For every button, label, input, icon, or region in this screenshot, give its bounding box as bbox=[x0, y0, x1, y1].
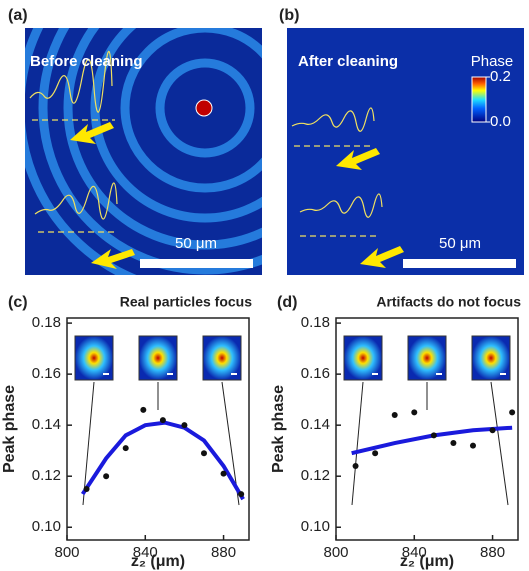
panel-label: (b) bbox=[279, 7, 299, 24]
thumbnail bbox=[202, 335, 242, 381]
y-tick-label: 0.18 bbox=[301, 314, 330, 331]
x-tick-label: 840 bbox=[133, 544, 158, 561]
y-tick-label: 0.16 bbox=[32, 365, 61, 382]
point bbox=[220, 470, 227, 477]
point bbox=[469, 442, 476, 449]
thumbnail-scale bbox=[500, 373, 506, 375]
chart-title: Real particles focus bbox=[120, 294, 252, 310]
panel-label: (c) bbox=[8, 294, 28, 311]
thumbnail-scale bbox=[167, 373, 173, 375]
thumbnail bbox=[343, 335, 383, 381]
plot-frame bbox=[335, 317, 519, 541]
image-b bbox=[287, 28, 524, 275]
scale-bar bbox=[140, 259, 253, 268]
colorbar-tick-label: 0.0 bbox=[490, 113, 511, 130]
y-tick-label: 0.14 bbox=[32, 416, 61, 433]
y-tick-label: 0.16 bbox=[301, 365, 330, 382]
colorbar-tick-label: 0.2 bbox=[490, 68, 511, 85]
chart-title: Artifacts do not focus bbox=[376, 294, 521, 310]
y-tick-label: 0.10 bbox=[301, 518, 330, 535]
pointer bbox=[82, 381, 95, 506]
thumbnail bbox=[138, 335, 178, 381]
y-tick-label: 0.14 bbox=[301, 416, 330, 433]
scale-label: 50 μm bbox=[175, 235, 217, 252]
point bbox=[489, 427, 496, 434]
plot-frame bbox=[66, 317, 250, 541]
thumbnail bbox=[74, 335, 114, 381]
particle bbox=[195, 99, 213, 117]
thumbnail-scale bbox=[372, 373, 378, 375]
colorbar-title: Phase bbox=[471, 53, 514, 70]
pointer bbox=[490, 381, 509, 506]
point bbox=[238, 491, 245, 498]
point bbox=[103, 473, 110, 480]
fit-line bbox=[351, 425, 513, 456]
thumbnail-scale bbox=[436, 373, 442, 375]
thumbnail bbox=[471, 335, 511, 381]
panel-label: (d) bbox=[277, 294, 297, 311]
thumbnail bbox=[407, 335, 447, 381]
point bbox=[509, 409, 516, 416]
thumbnail-scale bbox=[231, 373, 237, 375]
point bbox=[391, 411, 398, 418]
x-axis-label: z₂ (μm) bbox=[400, 553, 454, 570]
point bbox=[200, 450, 207, 457]
x-tick-label: 800 bbox=[323, 544, 348, 561]
x-tick-label: 800 bbox=[54, 544, 79, 561]
fringes bbox=[25, 28, 262, 275]
point bbox=[411, 409, 418, 416]
y-tick-label: 0.10 bbox=[32, 518, 61, 535]
x-tick-label: 880 bbox=[480, 544, 505, 561]
point bbox=[450, 440, 457, 447]
colorbar bbox=[471, 76, 487, 123]
fit-line bbox=[80, 420, 245, 501]
pointer bbox=[351, 381, 364, 506]
image-title: After cleaning bbox=[298, 53, 398, 70]
point bbox=[372, 450, 379, 457]
image-title: Before cleaning bbox=[30, 53, 143, 70]
x-tick-label: 880 bbox=[211, 544, 236, 561]
scale-bar bbox=[403, 259, 516, 268]
point bbox=[83, 485, 90, 492]
point bbox=[430, 432, 437, 439]
x-tick-label: 840 bbox=[402, 544, 427, 561]
point bbox=[122, 445, 129, 452]
y-axis-label: Peak phase bbox=[1, 385, 18, 473]
point bbox=[159, 417, 166, 424]
point bbox=[352, 463, 359, 469]
point bbox=[181, 422, 188, 429]
point bbox=[140, 406, 147, 413]
y-tick-label: 0.18 bbox=[32, 314, 61, 331]
y-tick-label: 0.12 bbox=[32, 467, 61, 484]
x-axis-label: z₂ (μm) bbox=[131, 553, 185, 570]
y-tick-label: 0.12 bbox=[301, 467, 330, 484]
scale-label: 50 μm bbox=[439, 235, 481, 252]
thumbnail-scale bbox=[103, 373, 109, 375]
profiles bbox=[29, 50, 383, 237]
y-axis-label: Peak phase bbox=[270, 385, 287, 473]
panel-label: (a) bbox=[8, 7, 28, 24]
arrows bbox=[70, 122, 404, 269]
